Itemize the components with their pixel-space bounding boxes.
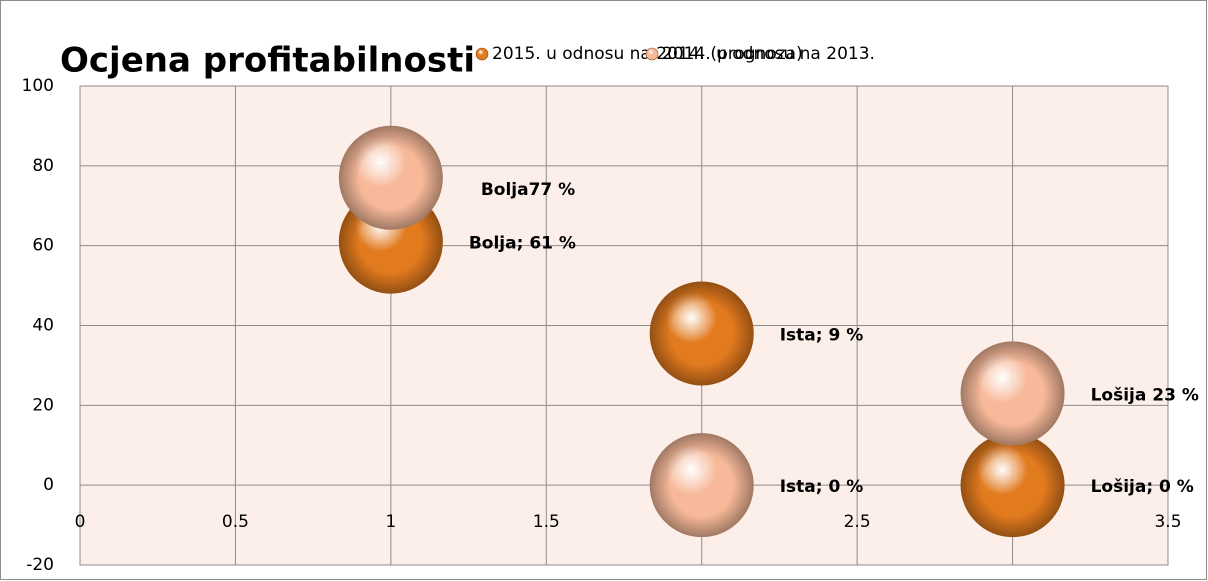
bubble (338, 125, 443, 230)
legend-marker (645, 47, 659, 61)
chart-title: Ocjena profitabilnosti (60, 41, 475, 81)
bubble-shade (960, 433, 1065, 538)
x-tick-label: 1 (385, 512, 396, 532)
y-tick-label: 80 (32, 156, 54, 176)
bubble (649, 281, 754, 386)
bubble-shade (649, 433, 754, 538)
x-tick-label: 1.5 (533, 512, 560, 532)
data-label: Lošija 23 % (1091, 385, 1199, 405)
bubble-shade (338, 125, 443, 230)
legend-marker (475, 47, 489, 61)
x-tick-label: 3.5 (1154, 512, 1181, 532)
x-tick-label: 2.5 (844, 512, 871, 532)
bubble-shade (649, 281, 754, 386)
data-label: Bolja77 % (481, 180, 575, 200)
x-tick-label: 0.5 (222, 512, 249, 532)
y-tick-label: 40 (32, 316, 54, 336)
data-label: Bolja; 61 % (469, 234, 576, 254)
bubble (960, 433, 1065, 538)
bubble (960, 341, 1065, 446)
data-label: Lošija; 0 % (1091, 477, 1194, 497)
y-tick-label: 20 (32, 395, 54, 415)
y-tick-label: 60 (32, 236, 54, 256)
legend-label: 2014. u odnosu na 2013. (662, 44, 875, 64)
data-label: Ista; 0 % (780, 477, 864, 497)
y-tick-label: 100 (22, 76, 54, 96)
y-tick-label: -20 (26, 555, 54, 575)
bubble-shade (960, 341, 1065, 446)
bubble (649, 433, 754, 538)
x-tick-label: 0 (75, 512, 86, 532)
data-label: Ista; 9 % (780, 325, 864, 345)
y-tick-label: 0 (43, 475, 54, 495)
